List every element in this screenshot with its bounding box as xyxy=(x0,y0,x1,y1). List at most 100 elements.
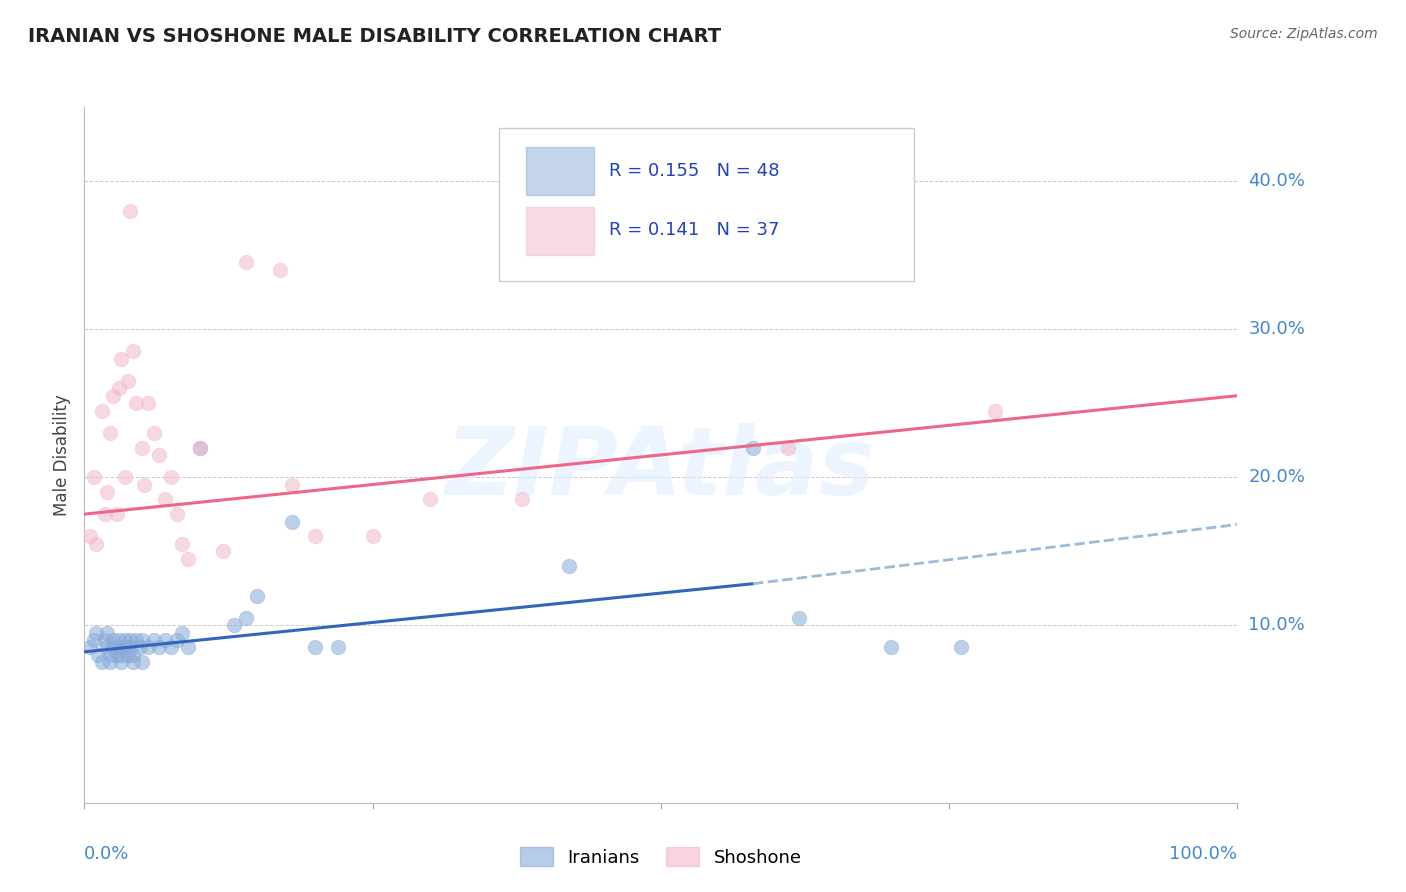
Point xyxy=(177,640,200,655)
Point xyxy=(83,632,105,647)
Point xyxy=(148,640,170,655)
Point xyxy=(235,611,257,625)
Point xyxy=(177,551,200,566)
Point xyxy=(110,351,132,366)
Point xyxy=(94,507,117,521)
Point xyxy=(79,640,101,655)
Point xyxy=(326,640,349,655)
Point xyxy=(120,640,142,655)
Point xyxy=(125,396,148,410)
Point xyxy=(880,640,903,655)
Point xyxy=(269,263,291,277)
Text: 20.0%: 20.0% xyxy=(1249,468,1305,486)
Point xyxy=(96,625,118,640)
Point xyxy=(125,632,148,647)
Point xyxy=(84,537,107,551)
Point xyxy=(103,389,124,403)
Point xyxy=(153,492,176,507)
Text: 0.0%: 0.0% xyxy=(84,845,129,863)
Point xyxy=(142,632,165,647)
Point xyxy=(108,381,131,395)
Point xyxy=(235,255,257,269)
Point xyxy=(90,403,112,417)
Point xyxy=(166,632,188,647)
Point xyxy=(136,396,159,410)
Point xyxy=(120,632,142,647)
Text: 30.0%: 30.0% xyxy=(1249,320,1305,338)
Text: 40.0%: 40.0% xyxy=(1249,172,1305,190)
Point xyxy=(131,655,153,669)
Point xyxy=(105,648,128,662)
Y-axis label: Male Disability: Male Disability xyxy=(53,394,72,516)
Point xyxy=(79,529,101,543)
Point xyxy=(98,655,121,669)
Point xyxy=(84,625,107,640)
Point xyxy=(131,441,153,455)
Point xyxy=(103,632,124,647)
Point xyxy=(557,558,579,573)
FancyBboxPatch shape xyxy=(526,147,593,195)
Point xyxy=(361,529,384,543)
Point xyxy=(105,507,128,521)
Point xyxy=(131,632,153,647)
Text: IRANIAN VS SHOSHONE MALE DISABILITY CORRELATION CHART: IRANIAN VS SHOSHONE MALE DISABILITY CORR… xyxy=(28,27,721,45)
Point xyxy=(121,344,143,359)
Point xyxy=(419,492,441,507)
Point xyxy=(224,618,246,632)
Point xyxy=(512,492,534,507)
Point xyxy=(117,374,139,388)
Point xyxy=(142,425,165,440)
Legend: Iranians, Shoshone: Iranians, Shoshone xyxy=(513,840,808,874)
Text: 10.0%: 10.0% xyxy=(1249,616,1305,634)
Point xyxy=(108,640,131,655)
Point xyxy=(114,632,136,647)
Point xyxy=(188,441,211,455)
Point xyxy=(148,448,170,462)
Point xyxy=(90,655,112,669)
Point xyxy=(188,441,211,455)
Point xyxy=(83,470,105,484)
Point xyxy=(172,537,194,551)
Point xyxy=(121,648,143,662)
Point xyxy=(87,648,110,662)
Point xyxy=(108,632,131,647)
Point xyxy=(787,611,810,625)
Point xyxy=(117,648,139,662)
Point xyxy=(949,640,972,655)
Point xyxy=(211,544,233,558)
Point xyxy=(159,640,183,655)
Point xyxy=(742,441,765,455)
Point xyxy=(134,477,156,491)
Text: 100.0%: 100.0% xyxy=(1170,845,1237,863)
FancyBboxPatch shape xyxy=(499,128,914,281)
Point xyxy=(776,441,799,455)
Text: Source: ZipAtlas.com: Source: ZipAtlas.com xyxy=(1230,27,1378,41)
Text: R = 0.141   N = 37: R = 0.141 N = 37 xyxy=(609,221,779,239)
Point xyxy=(153,632,176,647)
Point xyxy=(121,655,143,669)
Point xyxy=(94,632,117,647)
Point xyxy=(96,640,118,655)
Point xyxy=(103,640,124,655)
Point xyxy=(128,640,150,655)
Point xyxy=(136,640,159,655)
Point xyxy=(110,648,132,662)
Point xyxy=(172,625,194,640)
Point xyxy=(110,655,132,669)
FancyBboxPatch shape xyxy=(526,207,593,254)
Point xyxy=(98,648,121,662)
Text: ZIPAtlas: ZIPAtlas xyxy=(446,423,876,515)
Point xyxy=(281,515,304,529)
Point xyxy=(114,640,136,655)
Point xyxy=(281,477,304,491)
Point xyxy=(114,470,136,484)
Point xyxy=(120,203,142,218)
Point xyxy=(98,425,121,440)
Text: R = 0.155   N = 48: R = 0.155 N = 48 xyxy=(609,162,779,180)
Point xyxy=(159,470,183,484)
Point xyxy=(96,484,118,499)
Point xyxy=(304,640,326,655)
Point xyxy=(304,529,326,543)
Point xyxy=(166,507,188,521)
Point xyxy=(246,589,269,603)
